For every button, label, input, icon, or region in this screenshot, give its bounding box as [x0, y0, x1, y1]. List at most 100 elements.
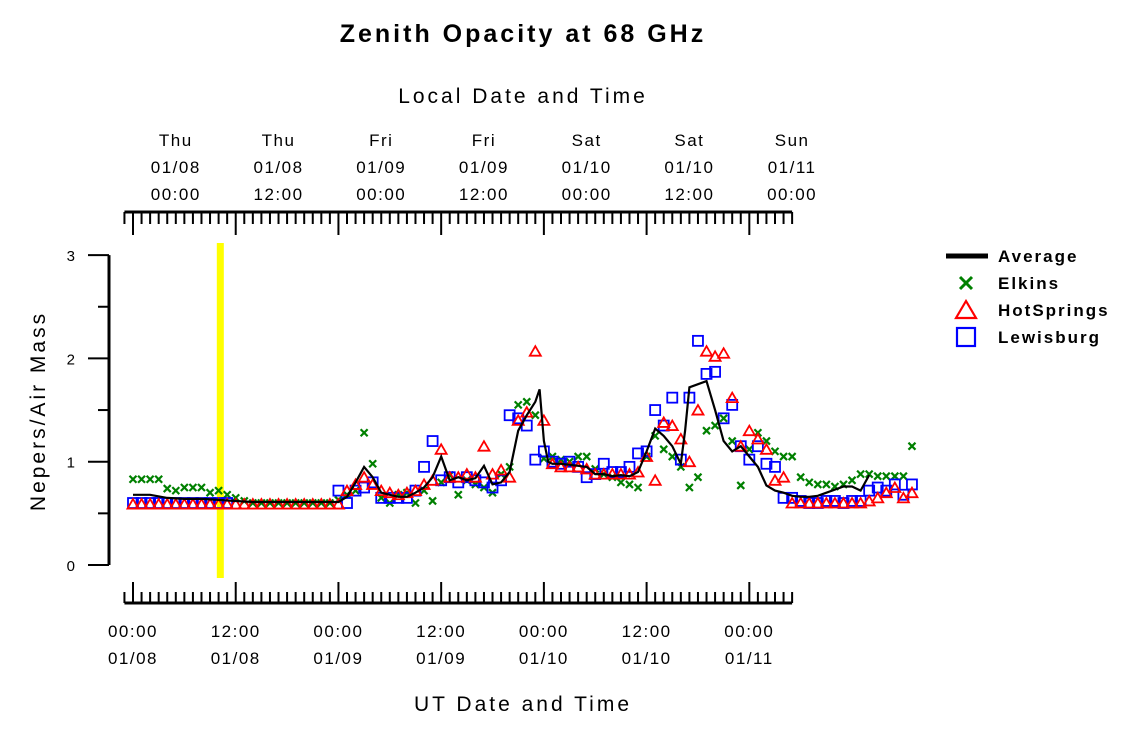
- data-point-elkins: [513, 400, 523, 410]
- data-point-hotsprings: [168, 497, 183, 510]
- data-point-hotsprings: [630, 465, 646, 478]
- data-point-hotsprings: [648, 473, 663, 486]
- data-point-hotsprings: [271, 497, 286, 510]
- data-point-hotsprings: [819, 496, 834, 509]
- y-tick-label: 2: [67, 351, 75, 368]
- top-tick-date: 01/10: [664, 158, 714, 177]
- data-point-lewisburg: [751, 440, 764, 453]
- bottom-tick-date: 01/08: [211, 649, 261, 668]
- data-point-hotsprings: [716, 346, 731, 359]
- top-tick-time: 00:00: [151, 185, 201, 204]
- data-point-lewisburg: [760, 457, 773, 470]
- data-point-hotsprings: [211, 497, 226, 510]
- data-point-lewisburg: [580, 471, 593, 484]
- data-point-hotsprings: [288, 497, 303, 510]
- data-point-elkins: [154, 474, 163, 484]
- y-tick-label: 1: [67, 455, 75, 472]
- data-point-hotsprings: [451, 470, 466, 483]
- data-point-hotsprings: [228, 497, 243, 510]
- data-point-hotsprings: [844, 496, 860, 509]
- data-point-hotsprings: [785, 496, 800, 509]
- data-point-lewisburg: [692, 334, 704, 347]
- data-point-elkins: [710, 421, 720, 430]
- data-point-hotsprings: [699, 344, 714, 357]
- legend: Average Elkins HotSprings Lewisburg: [946, 247, 1108, 348]
- data-point-hotsprings: [733, 439, 748, 452]
- data-point-hotsprings: [220, 497, 235, 510]
- data-point-hotsprings: [331, 497, 346, 510]
- bottom-tick-time: 00:00: [724, 622, 774, 641]
- data-point-lewisburg: [632, 447, 644, 460]
- data-point-hotsprings: [605, 467, 620, 480]
- data-point-lewisburg: [418, 460, 430, 473]
- data-point-hotsprings: [750, 432, 765, 445]
- y-axis-label: Nepers/Air Mass: [27, 311, 50, 511]
- data-point-hotsprings: [245, 497, 260, 510]
- data-point-elkins: [890, 471, 900, 481]
- data-point-hotsprings: [322, 497, 337, 510]
- data-point-lewisburg: [666, 391, 679, 404]
- y-tick-label: 0: [67, 558, 75, 575]
- bottom-tick-time: 00:00: [519, 622, 569, 641]
- legend-label-elkins: Elkins: [998, 274, 1060, 293]
- data-point-hotsprings: [357, 470, 372, 483]
- data-point-elkins: [899, 471, 908, 481]
- data-point-elkins: [702, 426, 711, 435]
- data-point-elkins: [162, 484, 172, 493]
- top-tick-time: 00:00: [356, 185, 406, 204]
- bottom-tick-date: 01/11: [725, 649, 774, 668]
- data-point-elkins: [428, 496, 437, 506]
- legend-swatch-elkins: [958, 275, 974, 291]
- top-tick-date: 01/09: [356, 158, 406, 177]
- data-point-hotsprings: [237, 497, 252, 510]
- data-point-hotsprings: [528, 344, 543, 357]
- data-point-hotsprings: [194, 497, 209, 510]
- data-point-elkins: [822, 480, 831, 489]
- data-point-elkins: [847, 476, 857, 485]
- top-tick-day: Sun: [775, 131, 810, 150]
- data-point-lewisburg: [846, 495, 858, 507]
- data-point-hotsprings: [827, 496, 842, 509]
- data-point-hotsprings: [442, 470, 457, 483]
- data-point-lewisburg: [786, 491, 799, 504]
- bottom-tick-date: 01/10: [519, 649, 569, 668]
- top-tick-day: Thu: [159, 131, 193, 150]
- top-tick-time: 12:00: [664, 185, 714, 204]
- data-point-elkins: [668, 452, 677, 461]
- bottom-time-axis: 00:00 01/08 12:00 01/08 00:00 01/09 12:00 01/09…: [108, 582, 794, 668]
- data-point-lewisburg: [640, 445, 653, 458]
- data-point-lewisburg: [880, 484, 893, 497]
- data-point-elkins: [573, 452, 583, 461]
- data-point-hotsprings: [725, 390, 740, 404]
- data-point-hotsprings: [690, 403, 706, 416]
- data-point-hotsprings: [160, 497, 175, 510]
- data-point-hotsprings: [665, 418, 680, 431]
- data-point-elkins: [582, 452, 591, 461]
- data-point-elkins: [180, 483, 189, 492]
- data-point-lewisburg: [503, 409, 516, 422]
- data-point-elkins: [727, 436, 737, 446]
- data-point-hotsprings: [742, 423, 757, 437]
- bottom-tick-time: 12:00: [622, 622, 672, 641]
- legend-swatch-lewisburg: [955, 326, 977, 348]
- data-point-lewisburg: [743, 453, 756, 466]
- data-point-lewisburg: [726, 398, 739, 411]
- data-point-elkins: [625, 480, 634, 489]
- data-point-elkins: [137, 474, 146, 484]
- data-point-elkins: [693, 472, 703, 482]
- data-point-hotsprings: [656, 415, 671, 428]
- bottom-tick-time: 12:00: [416, 622, 466, 641]
- data-point-elkins: [864, 469, 874, 479]
- data-point-elkins: [873, 471, 882, 481]
- data-point-hotsprings: [185, 497, 200, 510]
- data-point-hotsprings: [810, 496, 825, 509]
- bottom-tick-date: 01/10: [622, 649, 672, 668]
- data-point-hotsprings: [348, 477, 363, 490]
- data-point-elkins: [745, 445, 754, 454]
- data-point-hotsprings: [708, 349, 723, 362]
- data-point-lewisburg: [529, 453, 542, 466]
- data-point-elkins: [779, 452, 788, 461]
- top-tick-date: 01/11: [768, 158, 817, 177]
- bottom-tick-time: 12:00: [211, 622, 261, 641]
- data-point-hotsprings: [280, 497, 295, 510]
